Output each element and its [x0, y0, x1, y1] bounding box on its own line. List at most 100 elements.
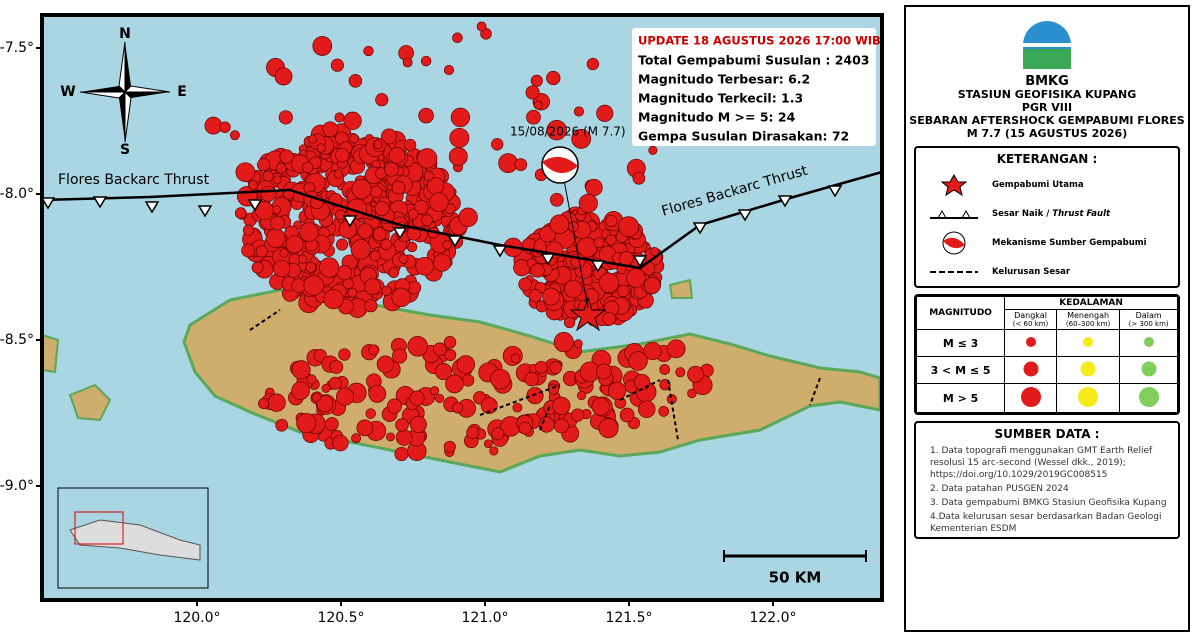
aftershock: [235, 162, 256, 183]
thrust-tooth: [632, 255, 648, 268]
legend-item: Sesar Naik / Thrust Fault: [916, 199, 1178, 228]
aftershock: [418, 107, 434, 124]
lon-tick-label: 121.5°: [605, 610, 652, 626]
aftershock: [416, 148, 438, 169]
aftershock: [251, 261, 264, 274]
aftershock: [648, 145, 658, 155]
aftershock: [338, 348, 351, 361]
island: [41, 333, 60, 374]
aftershock: [429, 192, 449, 212]
depth-title: KEDALAMAN: [1004, 296, 1178, 310]
aftershock: [430, 386, 440, 396]
compass: N S W E: [60, 26, 187, 158]
depth-symbol: [1004, 383, 1057, 413]
aftershock: [364, 299, 378, 313]
aftershock: [553, 418, 569, 434]
compass-e: E: [177, 84, 187, 100]
depth-range: (60–300 km): [1065, 320, 1111, 328]
aftershock: [311, 392, 321, 402]
symbol-dot: [1083, 337, 1094, 347]
aftershock: [368, 344, 380, 356]
aftershock: [514, 158, 528, 171]
aftershock: [549, 214, 570, 235]
aftershock: [328, 376, 342, 390]
aftershock: [285, 235, 304, 254]
depth-column: Dalam (> 300 km): [1119, 309, 1178, 330]
aftershock: [490, 368, 511, 390]
aftershock: [659, 364, 671, 375]
agency: BMKG: [1025, 74, 1069, 89]
thrust-tooth: [827, 185, 843, 198]
aftershock: [585, 178, 603, 197]
aftershock: [607, 381, 627, 401]
aftershock: [626, 268, 646, 288]
aftershock: [262, 170, 274, 182]
aftershock: [395, 429, 413, 446]
aftershock: [461, 374, 475, 387]
aftershock: [546, 120, 567, 141]
station: STASIUN GEOFISIKA KUPANG: [957, 88, 1137, 101]
depth-symbol: [1119, 383, 1178, 413]
aftershock: [335, 209, 346, 220]
aftershock: [348, 74, 363, 88]
aftershock: [363, 45, 374, 57]
aftershock: [605, 234, 617, 246]
aftershock: [370, 185, 383, 198]
aftershock: [258, 397, 270, 409]
magnitude-row: 3 < M ≤ 5: [915, 356, 1178, 384]
aftershock: [586, 57, 600, 71]
depth-symbol: [1055, 356, 1121, 384]
thrust-tooth: [447, 235, 463, 248]
thrust-tooth: [777, 195, 793, 208]
aftershock: [595, 363, 612, 380]
aftershock: [381, 285, 392, 297]
aftershock: [526, 387, 544, 405]
aftershock: [578, 193, 598, 213]
compass-s: S: [120, 142, 130, 158]
aftershock: [443, 336, 457, 349]
aftershock: [357, 223, 373, 239]
info-line: Magnitudo Terkecil: 1.3: [638, 91, 803, 106]
scale-label: 50 KM: [769, 569, 822, 587]
symbol: [1025, 337, 1036, 347]
aftershock: [204, 116, 223, 135]
symbol: [1083, 337, 1094, 347]
aftershock: [547, 383, 560, 395]
symbol-dot: [1025, 337, 1036, 347]
aftershock: [279, 149, 294, 164]
aftershock: [458, 207, 478, 227]
aftershock: [434, 363, 453, 381]
depth-symbol: [1055, 329, 1121, 357]
aftershock: [323, 289, 344, 310]
aftershock: [322, 121, 339, 138]
aftershock: [350, 239, 371, 260]
aftershock: [279, 248, 289, 258]
aftershock: [553, 332, 574, 353]
aftershock: [316, 395, 334, 413]
symbol: [1080, 361, 1096, 377]
aftershock: [632, 171, 646, 185]
island: [68, 383, 112, 422]
depth-symbol: [1055, 383, 1121, 413]
depth-symbol: [1119, 329, 1178, 357]
aftershock: [319, 257, 340, 278]
aftershock: [618, 251, 634, 266]
thrust-tooth: [590, 260, 606, 273]
aftershock: [381, 128, 397, 145]
aftershock: [593, 237, 605, 249]
aftershock: [347, 287, 358, 298]
legend-text: Gempabumi Utama: [992, 179, 1084, 190]
aftershock: [675, 367, 686, 378]
aftershock: [449, 127, 470, 148]
lat-tick-label: -9.0°: [0, 478, 34, 494]
aftershock: [538, 416, 555, 433]
aftershock: [530, 263, 545, 278]
symbol-dot: [1143, 337, 1154, 347]
aftershock: [356, 419, 374, 437]
symbol: [1078, 387, 1099, 407]
bmkg-logo: [1023, 21, 1071, 69]
lon-tick-label: 120.5°: [317, 610, 364, 626]
aftershock: [552, 396, 571, 415]
fault-label: Flores Backarc Thrust: [58, 172, 210, 188]
aftershock: [643, 277, 661, 294]
